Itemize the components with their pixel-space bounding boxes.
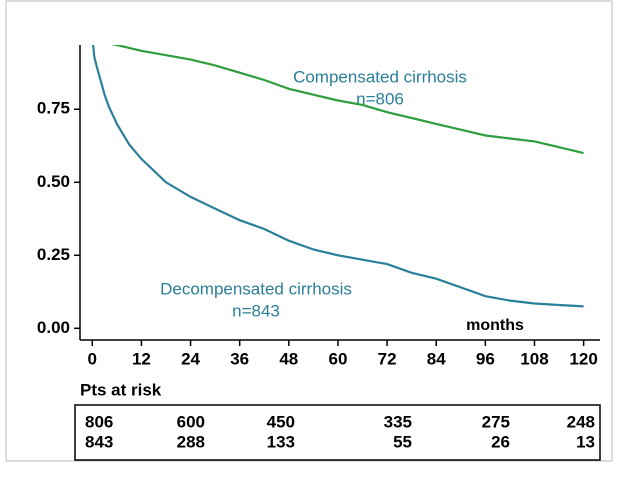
risk-count: 335	[384, 412, 412, 431]
risk-title: Pts at risk	[80, 380, 162, 399]
plot-area	[92, 45, 584, 308]
survival-curve	[110, 45, 584, 155]
x-tick-label: 24	[181, 349, 200, 368]
risk-count: 13	[576, 432, 595, 451]
y-tick-label: 0.25	[37, 245, 70, 264]
survival-curve	[92, 45, 584, 308]
frame	[5, 0, 613, 462]
risk-count: 288	[177, 432, 205, 451]
risk-count: 843	[85, 432, 113, 451]
x-tick-label: 72	[378, 349, 397, 368]
x-tick-label: 0	[88, 349, 97, 368]
y-tick-label: 0.75	[37, 99, 70, 118]
risk-table-box	[74, 404, 601, 461]
x-tick-label: 84	[427, 349, 446, 368]
series-label: Decompensated cirrhosis	[160, 279, 352, 298]
x-tick-label: 36	[230, 349, 249, 368]
risk-count: 26	[491, 432, 510, 451]
risk-count: 450	[267, 412, 295, 431]
x-tick-label: 96	[476, 349, 495, 368]
x-tick-label: 120	[569, 349, 597, 368]
risk-count: 806	[85, 412, 113, 431]
y-tick-label: 0.00	[37, 318, 70, 337]
y-tick-label: 0.50	[37, 172, 70, 191]
series-count: n=806	[356, 89, 404, 108]
x-tick-label: 108	[520, 349, 548, 368]
risk-count: 600	[177, 412, 205, 431]
x-tick-label: 60	[328, 349, 347, 368]
risk-count: 55	[393, 432, 412, 451]
risk-count: 133	[267, 432, 295, 451]
risk-count: 248	[567, 412, 595, 431]
x-unit: months	[466, 317, 524, 334]
x-tick-label: 48	[279, 349, 298, 368]
risk-count: 275	[482, 412, 510, 431]
series-count: n=843	[232, 301, 280, 320]
series-label: Compensated cirrhosis	[293, 67, 467, 86]
x-tick-label: 12	[132, 349, 151, 368]
